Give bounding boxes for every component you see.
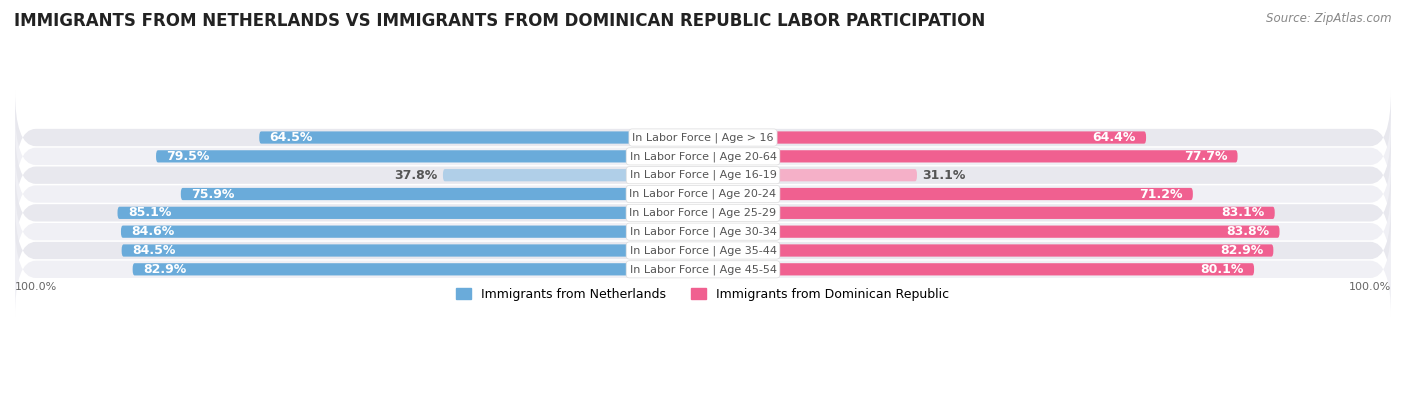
Text: 100.0%: 100.0%: [1348, 282, 1391, 292]
FancyBboxPatch shape: [181, 188, 703, 200]
FancyBboxPatch shape: [259, 132, 703, 144]
Text: 84.6%: 84.6%: [131, 225, 174, 238]
Text: 31.1%: 31.1%: [922, 169, 966, 182]
Text: In Labor Force | Age 35-44: In Labor Force | Age 35-44: [630, 245, 776, 256]
Text: 85.1%: 85.1%: [128, 206, 172, 219]
FancyBboxPatch shape: [443, 169, 703, 181]
FancyBboxPatch shape: [132, 263, 703, 275]
Text: IMMIGRANTS FROM NETHERLANDS VS IMMIGRANTS FROM DOMINICAN REPUBLIC LABOR PARTICIP: IMMIGRANTS FROM NETHERLANDS VS IMMIGRANT…: [14, 12, 986, 30]
Text: 37.8%: 37.8%: [394, 169, 437, 182]
Text: In Labor Force | Age 45-54: In Labor Force | Age 45-54: [630, 264, 776, 275]
FancyBboxPatch shape: [15, 184, 1391, 280]
FancyBboxPatch shape: [703, 150, 1237, 162]
Text: 82.9%: 82.9%: [1220, 244, 1263, 257]
FancyBboxPatch shape: [703, 263, 1254, 275]
FancyBboxPatch shape: [703, 245, 1274, 257]
Text: 82.9%: 82.9%: [143, 263, 186, 276]
Text: 79.5%: 79.5%: [166, 150, 209, 163]
Legend: Immigrants from Netherlands, Immigrants from Dominican Republic: Immigrants from Netherlands, Immigrants …: [451, 283, 955, 306]
FancyBboxPatch shape: [15, 222, 1391, 317]
Text: 84.5%: 84.5%: [132, 244, 176, 257]
Text: In Labor Force | Age 20-64: In Labor Force | Age 20-64: [630, 151, 776, 162]
FancyBboxPatch shape: [703, 207, 1275, 219]
Text: 100.0%: 100.0%: [15, 282, 58, 292]
FancyBboxPatch shape: [703, 132, 1146, 144]
FancyBboxPatch shape: [15, 203, 1391, 298]
Text: In Labor Force | Age 16-19: In Labor Force | Age 16-19: [630, 170, 776, 181]
Text: 64.5%: 64.5%: [270, 131, 314, 144]
FancyBboxPatch shape: [15, 90, 1391, 185]
FancyBboxPatch shape: [121, 226, 703, 238]
Text: 75.9%: 75.9%: [191, 188, 235, 201]
Text: Source: ZipAtlas.com: Source: ZipAtlas.com: [1267, 12, 1392, 25]
Text: In Labor Force | Age 30-34: In Labor Force | Age 30-34: [630, 226, 776, 237]
Text: In Labor Force | Age 25-29: In Labor Force | Age 25-29: [630, 208, 776, 218]
Text: 83.8%: 83.8%: [1226, 225, 1270, 238]
FancyBboxPatch shape: [122, 245, 703, 257]
Text: 71.2%: 71.2%: [1139, 188, 1182, 201]
FancyBboxPatch shape: [703, 169, 917, 181]
Text: 80.1%: 80.1%: [1201, 263, 1244, 276]
FancyBboxPatch shape: [15, 146, 1391, 242]
FancyBboxPatch shape: [15, 127, 1391, 223]
FancyBboxPatch shape: [703, 226, 1279, 238]
FancyBboxPatch shape: [156, 150, 703, 162]
Text: 64.4%: 64.4%: [1092, 131, 1136, 144]
Text: In Labor Force | Age 20-24: In Labor Force | Age 20-24: [630, 189, 776, 199]
FancyBboxPatch shape: [15, 165, 1391, 261]
Text: 83.1%: 83.1%: [1222, 206, 1264, 219]
Text: In Labor Force | Age > 16: In Labor Force | Age > 16: [633, 132, 773, 143]
FancyBboxPatch shape: [118, 207, 703, 219]
FancyBboxPatch shape: [703, 188, 1192, 200]
Text: 77.7%: 77.7%: [1184, 150, 1227, 163]
FancyBboxPatch shape: [15, 109, 1391, 204]
